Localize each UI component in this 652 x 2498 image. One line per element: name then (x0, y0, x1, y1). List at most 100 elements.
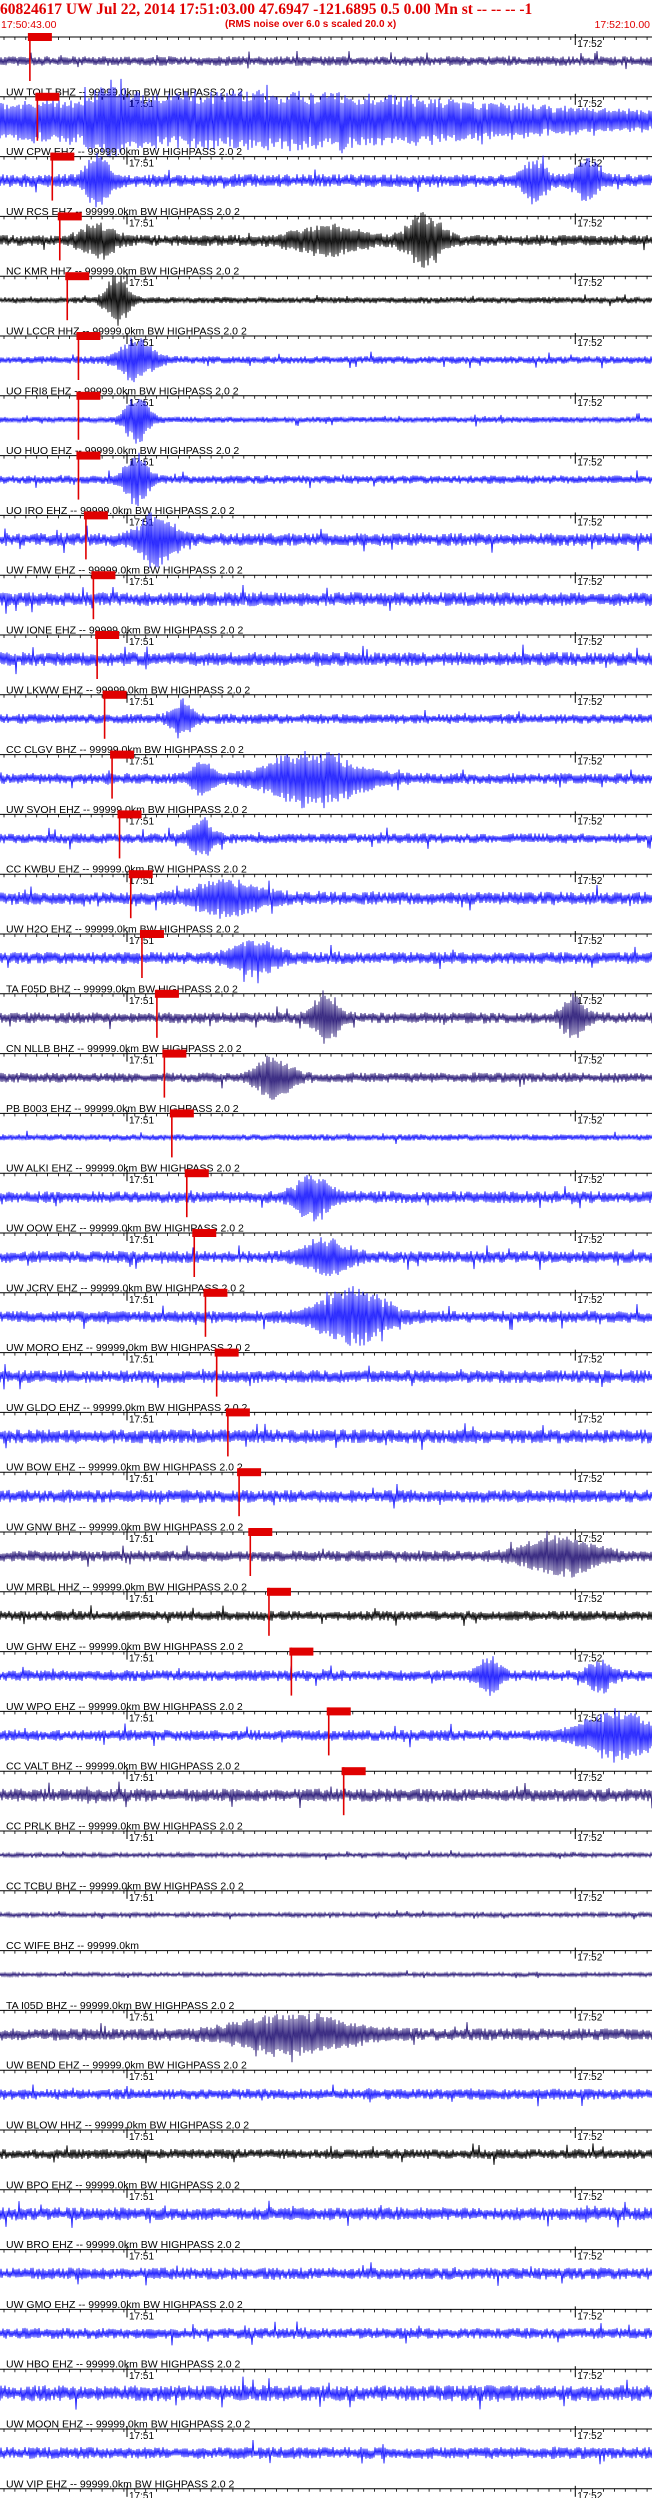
minute-tick-label: 17:51 (129, 1654, 154, 1665)
minute-tick-label: 17:52 (577, 1654, 602, 1665)
minute-tick-label: 17:52 (577, 1414, 602, 1425)
station-label: UW VIP EHZ -- 99999.0km BW HIGHPASS 2.0 … (6, 2478, 235, 2490)
minute-tick-label: 17:51 (129, 2371, 154, 2382)
waveform-trace (0, 1708, 652, 1763)
pick-flag (76, 332, 101, 340)
waveform-trace (0, 78, 652, 158)
station-label: UW IONE EHZ -- 99999.0km BW HIGHPASS 2.0… (6, 625, 243, 637)
minute-tick-label: 17:51 (129, 338, 154, 349)
pick-flag (184, 1169, 209, 1178)
minute-tick-label: 17:52 (577, 398, 602, 409)
pick-flag (83, 511, 108, 520)
station-label: UW MOON EHZ -- 99999.0km BW HIGHPASS 2.0… (6, 2419, 250, 2431)
pick-flag (162, 1049, 187, 1058)
pick-flag (128, 870, 153, 879)
minute-tick-label: 17:52 (577, 458, 602, 469)
minute-tick-label: 17:52 (577, 159, 602, 170)
station-label: UW RCS EHZ -- 99999.0km BW HIGHPASS 2.0 … (6, 206, 240, 218)
minute-tick-label: 17:51 (129, 876, 154, 887)
minor-ticks (3, 455, 648, 459)
station-label: UW MRBL HHZ -- 99999.0km BW HIGHPASS 2.0… (6, 1581, 247, 1593)
pick-flag (50, 152, 75, 161)
waveform-trace (0, 879, 652, 919)
waveform-trace (0, 644, 652, 675)
minute-tick-label: 17:52 (577, 2192, 602, 2203)
waveform-trace (0, 398, 652, 444)
minor-ticks (3, 2010, 648, 2014)
minute-tick-label: 17:52 (577, 1713, 602, 1724)
waveform-trace (0, 1364, 652, 1390)
minute-tick-label: 17:51 (129, 2311, 154, 2322)
minor-ticks (3, 2429, 648, 2432)
pick-flag (57, 212, 82, 221)
minute-tick-label: 17:52 (577, 2311, 602, 2322)
station-label: UW ALKI EHZ -- 99999.0km BW HIGHPASS 2.0… (6, 1163, 240, 1175)
station-label: UW HBO EHZ -- 99999.0km BW HIGHPASS 2.0 … (6, 2359, 241, 2371)
minor-ticks (3, 1890, 648, 1894)
minute-tick-label: 17:52 (577, 2072, 602, 2083)
minute-tick-label: 17:51 (129, 218, 154, 229)
minor-ticks (3, 1233, 648, 1236)
waveform-trace (0, 152, 652, 208)
minute-tick-label: 17:52 (577, 1534, 602, 1545)
station-label: CC VALT BHZ -- 99999.0km BW HIGHPASS 2.0… (6, 1761, 240, 1773)
waveform-trace (0, 940, 652, 984)
waveform-trace (0, 2084, 652, 2107)
minute-tick-label: 17:51 (129, 697, 154, 708)
waveform-trace (0, 2262, 652, 2286)
station-label: CC KWBU EHZ -- 99999.0km BW HIGHPASS 2.0… (6, 864, 247, 876)
minor-ticks (3, 1412, 648, 1416)
station-label: UO FRI8 EHZ -- 99999.0km BW HIGHPASS 2.0… (6, 385, 239, 397)
waveform-trace (0, 2200, 652, 2228)
minute-tick-label: 17:51 (129, 1295, 154, 1306)
minute-tick-label: 17:52 (577, 637, 602, 648)
station-label: UW FMW EHZ -- 99999.0km BW HIGHPASS 2.0 … (6, 565, 243, 577)
minute-tick-label: 17:52 (577, 1893, 602, 1904)
station-label: UW GNW BHZ -- 99999.0km BW HIGHPASS 2.0 … (6, 1522, 243, 1534)
minor-ticks (3, 395, 648, 399)
waveform-trace (0, 452, 652, 507)
station-label: CC PRLK BHZ -- 99999.0km BW HIGHPASS 2.0… (6, 1821, 243, 1833)
station-label: UW JCRV EHZ -- 99999.0km BW HIGHPASS 2.0… (6, 1282, 245, 1294)
minute-tick-label: 17:52 (577, 338, 602, 349)
waveform-trace (0, 1130, 652, 1144)
waveform-trace (0, 1483, 652, 1509)
minute-tick-label: 17:52 (577, 936, 602, 947)
minute-tick-label: 17:52 (577, 577, 602, 588)
minute-tick-label: 17:51 (129, 757, 154, 768)
minute-tick-label: 17:51 (129, 1056, 154, 1067)
waveform-trace (0, 1055, 652, 1100)
end-time-label: 17:52:10.00 (594, 19, 650, 31)
minor-ticks (3, 694, 648, 698)
minute-tick-label: 17:52 (577, 218, 602, 229)
pick-flag (95, 631, 120, 639)
minor-ticks (3, 1651, 648, 1655)
pick-flag (225, 1408, 250, 1417)
station-label: UW BPO EHZ -- 99999.0km BW HIGHPASS 2.0 … (6, 2179, 240, 2191)
minute-tick-label: 17:52 (577, 2371, 602, 2382)
pick-flag (154, 989, 179, 998)
minute-tick-label: 17:51 (129, 1414, 154, 1425)
waveform-trace (0, 1910, 652, 1920)
minute-tick-label: 17:51 (129, 458, 154, 469)
minute-tick-label: 17:52 (577, 2012, 602, 2023)
minute-tick-label: 17:52 (577, 2431, 602, 2442)
minute-tick-label: 17:52 (577, 876, 602, 887)
minute-tick-label: 17:51 (129, 1355, 154, 1366)
minor-ticks (3, 1173, 648, 1177)
minute-tick-label: 17:51 (129, 278, 154, 289)
minute-tick-label: 17:51 (129, 1115, 154, 1126)
waveform-trace (0, 337, 652, 383)
minute-tick-label: 17:52 (577, 2132, 602, 2143)
pick-flag (35, 92, 60, 101)
minute-tick-label: 17:51 (129, 637, 154, 648)
station-label: UW BLOW HHZ -- 99999.0km BW HIGHPASS 2.0… (6, 2120, 249, 2132)
station-label: UW WPO EHZ -- 99999.0km BW HIGHPASS 2.0 … (6, 1701, 243, 1713)
minor-ticks (3, 993, 648, 997)
pick-flag (248, 1528, 273, 1536)
station-label: PB B003 EHZ -- 99999.0km BW HIGHPASS 2.0… (6, 1103, 239, 1115)
station-label: UW CPW EHZ -- 99999.0km BW HIGHPASS 2.0 … (6, 146, 242, 158)
minute-tick-label: 17:52 (577, 1235, 602, 1246)
minor-ticks (3, 1711, 648, 1715)
waveform-trace (0, 1237, 652, 1277)
